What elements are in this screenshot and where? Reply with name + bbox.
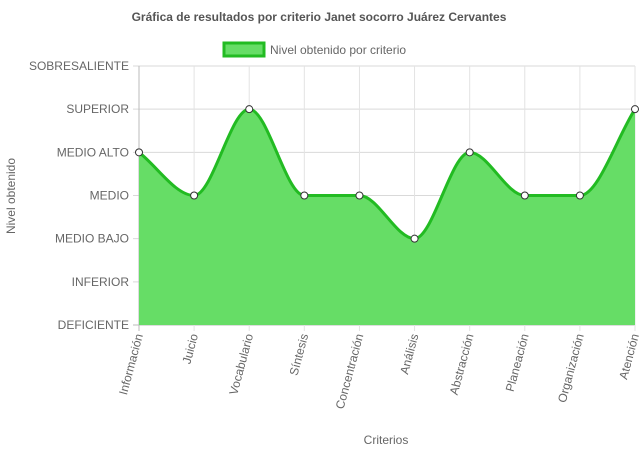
x-tick-label: Atención	[616, 332, 639, 381]
x-tick-label: Juicio	[180, 332, 202, 366]
x-tick-label: Vocabulario	[226, 332, 256, 397]
x-tick-label: Síntesis	[287, 332, 312, 377]
y-axis-ticks: DEFICIENTE INFERIOR MEDIO BAJO MEDIO MEDIO A…	[29, 59, 129, 332]
chart-title: Gráfica de resultados por criterio Janet…	[132, 10, 507, 24]
data-point[interactable]	[465, 148, 474, 157]
x-axis-ticks: Información Juicio Vocabulario Síntesis Conc…	[116, 332, 639, 411]
y-tick-label: SOBRESALIENTE	[29, 59, 129, 73]
data-point[interactable]	[410, 234, 419, 243]
data-point[interactable]	[575, 191, 584, 200]
data-point[interactable]	[245, 105, 254, 114]
x-tick-label: Concentración	[333, 332, 367, 410]
x-tick-label: Planeación	[503, 332, 532, 393]
data-point[interactable]	[190, 191, 199, 200]
y-tick-label: DEFICIENTE	[58, 318, 129, 332]
x-tick-label: Análisis	[397, 332, 421, 376]
data-points	[135, 105, 639, 243]
x-tick-label: Abstracción	[447, 332, 477, 396]
legend[interactable]: Nivel obtenido por criterio	[222, 41, 406, 58]
data-point[interactable]	[355, 191, 364, 200]
y-tick-label: MEDIO BAJO	[55, 232, 129, 246]
x-tick-label: Organización	[555, 332, 587, 404]
y-tick-label: MEDIO ALTO	[57, 145, 129, 159]
y-axis-title: Nivel obtenido	[4, 158, 18, 234]
data-point[interactable]	[300, 191, 309, 200]
data-point[interactable]	[135, 148, 143, 157]
x-axis-title: Criterios	[364, 433, 409, 447]
series-line	[138, 107, 637, 241]
y-tick-label: INFERIOR	[72, 275, 130, 289]
y-tick-label: SUPERIOR	[66, 102, 129, 116]
data-point[interactable]	[631, 105, 639, 114]
x-tick-label: Información	[116, 332, 146, 396]
legend-label: Nivel obtenido por criterio	[270, 43, 406, 57]
legend-swatch	[222, 41, 266, 58]
y-tick-label: MEDIO	[90, 189, 129, 203]
data-point[interactable]	[520, 191, 529, 200]
